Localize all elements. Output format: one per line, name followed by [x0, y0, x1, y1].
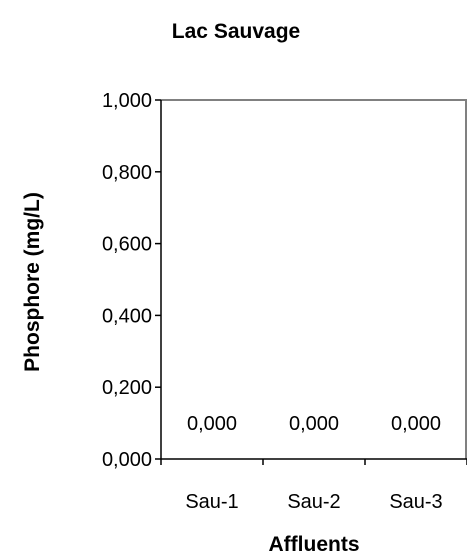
x-axis-title: Affluents: [269, 533, 360, 556]
plot-area: 0,000 0,200 0,400 0,600 0,800 1,000 Sau-1 Sau-2…: [102, 90, 467, 513]
y-axis-title: Phosphore (mg/L): [21, 192, 44, 372]
x-tick-label-2: Sau-3: [389, 491, 442, 513]
chart-title: Lac Sauvage: [172, 20, 300, 43]
data-label-2: 0,000: [391, 413, 441, 435]
y-tick-label-0: 0,000: [102, 449, 152, 471]
y-tick-label-4: 0,800: [102, 162, 152, 184]
y-tick-label-1: 0,200: [102, 377, 152, 399]
data-label-1: 0,000: [289, 413, 339, 435]
y-tick-label-2: 0,400: [102, 305, 152, 327]
x-tick-label-0: Sau-1: [185, 491, 238, 513]
data-label-0: 0,000: [187, 413, 237, 435]
x-tick-label-1: Sau-2: [287, 491, 340, 513]
y-tick-label-5: 1,000: [102, 90, 152, 112]
y-tick-label-3: 0,600: [102, 234, 152, 256]
